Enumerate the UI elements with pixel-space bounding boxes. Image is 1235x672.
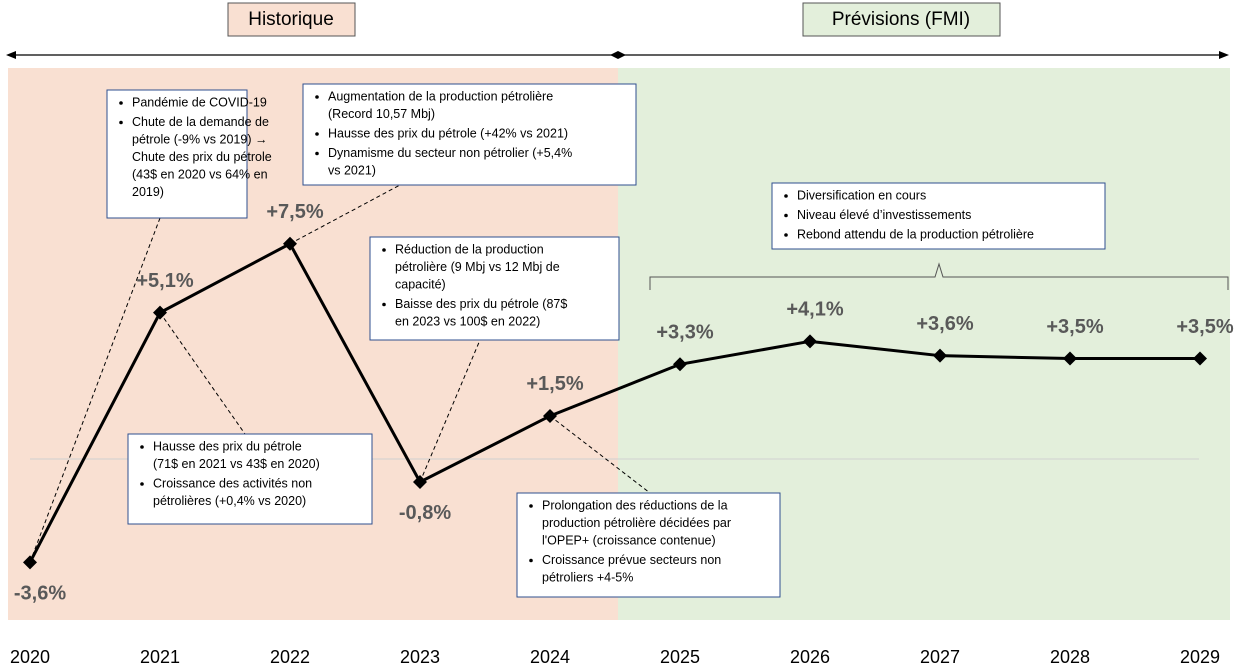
annotation-text: Prolongation des réductions de la [542, 498, 728, 512]
bullet [140, 482, 144, 486]
annotation-box [106, 89, 248, 219]
bullet [382, 302, 386, 307]
leader-line [549, 415, 651, 494]
annotation-text: vs 2021) [328, 163, 376, 177]
region-label-box [802, 2, 1001, 37]
leader-line [29, 217, 161, 563]
region-label-box [227, 2, 356, 37]
x-tick-label: 2023 [400, 647, 440, 667]
marker [543, 408, 557, 423]
annotation-text: (Record 10,57 Mbj) [328, 107, 435, 121]
marker [673, 357, 687, 372]
value-label: +3,6% [916, 313, 973, 335]
leader-line [419, 339, 481, 483]
annotation-box [127, 433, 373, 525]
bullet [529, 558, 533, 563]
annotation-text: (43$ en 2020 vs 64% en [132, 167, 268, 181]
marker [23, 555, 37, 570]
marker [1193, 351, 1207, 366]
arrow-heads [6, 51, 1229, 59]
bullet [784, 194, 788, 198]
bullet [119, 120, 123, 125]
annotation-box [771, 182, 1106, 250]
value-label: +3,5% [1046, 316, 1103, 338]
annotation-text: pétrole (-9% vs 2019) → [132, 132, 267, 146]
bullet [784, 213, 788, 218]
value-label: +4,1% [786, 299, 843, 321]
annotation-text: Baisse des prix du pétrole (87$ [395, 297, 567, 311]
marker [803, 334, 817, 349]
annotation-text: (71$ en 2021 vs 43$ en 2020) [153, 457, 320, 471]
annotation-box [302, 83, 637, 186]
value-label: +7,5% [266, 201, 323, 223]
value-label: +1,5% [526, 373, 583, 395]
annotation-text: pétrolières (+0,4% vs 2020) [153, 494, 306, 508]
line [28, 241, 1200, 564]
annotation-box [516, 492, 781, 598]
annotation-text: Croissance prévue secteurs non [542, 553, 721, 567]
leader-line [159, 312, 246, 435]
x-tick-label: 2029 [1180, 647, 1220, 667]
value-label: -3,6% [14, 583, 66, 605]
marker [413, 474, 427, 489]
annotation-text: Pandémie de COVID-19 [132, 95, 267, 109]
annotation-text: Hausse des prix du pétrole (+42% vs 2021… [328, 126, 568, 140]
bullet [529, 504, 533, 508]
bullet [382, 248, 386, 252]
annotation-text: l'OPEP+ (croissance contenue) [542, 533, 716, 547]
annotation-box [369, 236, 620, 341]
brace [649, 262, 1229, 290]
bullet [315, 151, 319, 156]
value-label: +3,5% [1176, 316, 1233, 338]
bullet [315, 95, 319, 99]
annotation-text: Réduction de la production [395, 242, 544, 256]
region-label: Prévisions (FMI) [832, 9, 970, 30]
marker [933, 348, 947, 363]
annotation-text: en 2023 vs 100$ en 2022) [395, 314, 540, 328]
marker [283, 236, 297, 251]
annotation-text: capacité) [395, 277, 446, 291]
x-tick-label: 2027 [920, 647, 960, 667]
x-tick-label: 2022 [270, 647, 310, 667]
annotation-text: production pétrolière décidées par [542, 516, 731, 530]
value-label: -0,8% [399, 502, 451, 524]
annotation-text: 2019) [132, 185, 164, 199]
annotation-text: Hausse des prix du pétrole [153, 439, 302, 453]
marker [1063, 351, 1077, 366]
x-tick-label: 2025 [660, 647, 700, 667]
annotation-text: Chute de la demande de [132, 115, 269, 129]
bullet [140, 445, 144, 449]
annotation-text: Croissance des activités non [153, 476, 312, 490]
annotation-text: Chute des prix du pétrole [132, 150, 272, 164]
annotation-text: Dynamisme du secteur non pétrolier (+5,4… [328, 146, 572, 160]
bullet [784, 233, 788, 237]
region-label: Historique [248, 9, 334, 30]
x-tick-label: 2026 [790, 647, 830, 667]
annotation-text: pétroliers +4-5% [542, 570, 633, 584]
annotation-text: Rebond attendu de la production pétroliè… [797, 227, 1034, 241]
marker [153, 305, 167, 320]
bullet [119, 101, 123, 105]
annotation-text: Niveau élevé d’investissements [797, 208, 971, 222]
x-tick-label: 2021 [140, 647, 180, 667]
annotation-text: Diversification en cours [797, 188, 926, 202]
x-tick-label: 2024 [530, 647, 570, 667]
x-tick-label: 2020 [10, 647, 50, 667]
bullet [315, 132, 319, 136]
annotation-text: Augmentation de la production pétrolière [328, 89, 553, 103]
annotation-text: pétrolière (9 Mbj vs 12 Mbj de [395, 260, 560, 274]
value-label: +3,3% [656, 322, 713, 344]
value-label: +5,1% [136, 270, 193, 292]
x-tick-label: 2028 [1050, 647, 1090, 667]
